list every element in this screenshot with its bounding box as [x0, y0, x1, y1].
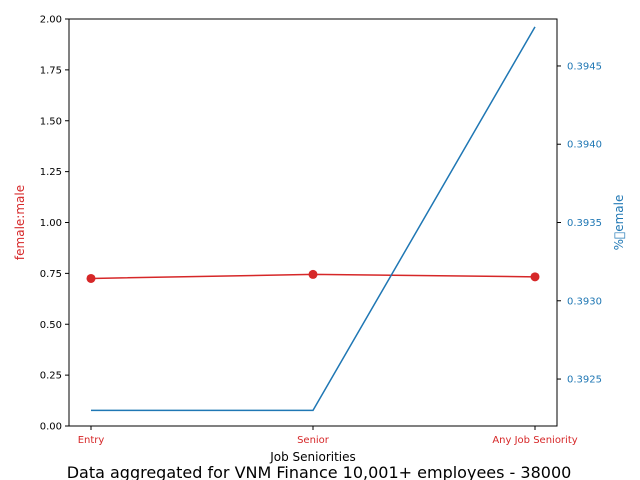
female-male-point — [530, 272, 540, 282]
percent-female-series — [91, 26, 536, 412]
female-male-point — [308, 269, 318, 279]
left-tick-label: 0.50 — [40, 320, 62, 331]
plot-border — [68, 18, 558, 427]
left-tick-label: 1.50 — [40, 116, 62, 127]
x-axis-label: Job Seniorities — [269, 450, 356, 464]
left-tick-label: 1.00 — [40, 218, 62, 229]
x-tick-label: Entry — [78, 435, 105, 446]
left-tick-label: 0.00 — [40, 422, 62, 433]
right-axis-ticks: 0.3925 0.3930 0.3935 0.3940 0.3945 — [557, 61, 602, 386]
x-tick-label: Senior — [297, 435, 330, 446]
right-tick-label: 0.3945 — [567, 61, 602, 72]
left-tick-label: 1.25 — [40, 167, 62, 178]
right-tick-label: 0.3925 — [567, 375, 602, 386]
right-tick-label: 0.3930 — [567, 296, 602, 307]
left-tick-label: 0.25 — [40, 371, 62, 382]
plot-frame — [68, 18, 558, 427]
right-axis-label: % emale — [612, 195, 626, 251]
left-tick-label: 2.00 — [40, 15, 62, 26]
female-male-series — [86, 269, 540, 283]
right-tick-label: 0.3935 — [567, 218, 602, 229]
left-axis-label: female:male — [13, 185, 27, 260]
percent-female-line — [91, 26, 536, 412]
female-male-point — [86, 273, 96, 283]
left-tick-label: 0.75 — [40, 269, 62, 280]
right-tick-label: 0.3940 — [567, 140, 602, 151]
left-tick-label: 1.75 — [40, 65, 62, 76]
chart-caption: Data aggregated for VNM Finance 10,001+ … — [67, 463, 572, 480]
left-axis-ticks: 0.00 0.25 0.50 0.75 1.00 1.25 1.50 1.75 2.00 — [40, 15, 69, 433]
x-axis-ticks: Entry Senior Any Job Seniority — [78, 426, 578, 446]
x-tick-label: Any Job Seniority — [492, 435, 577, 446]
